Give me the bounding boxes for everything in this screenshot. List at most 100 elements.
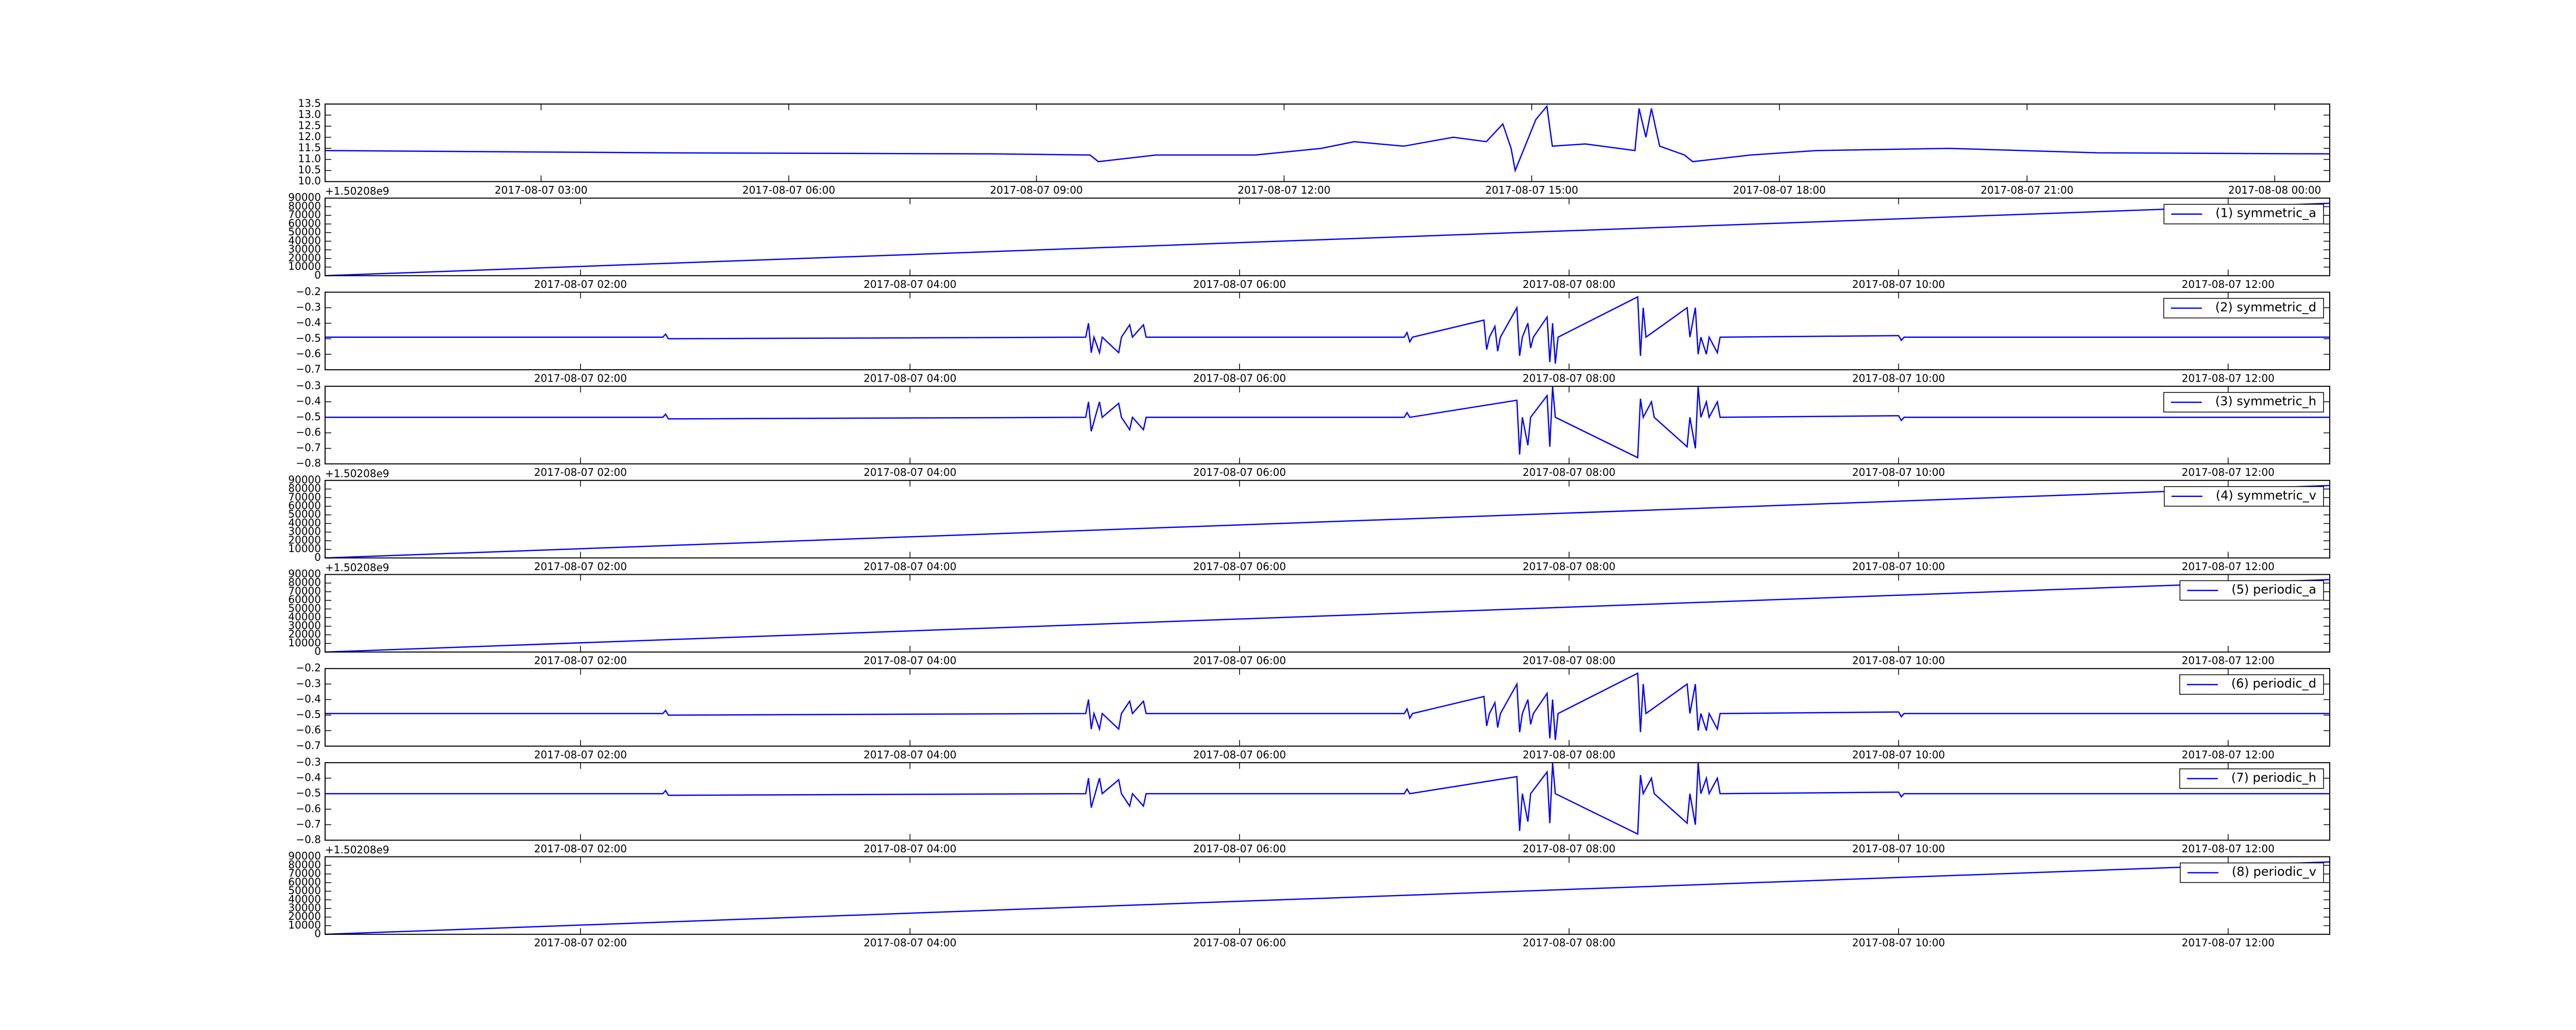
y-tick-label: 70000 [288,209,321,221]
axes-frame [325,856,2330,935]
y-tick-label: −0.4 [296,693,321,705]
x-tick-label: 2017-08-07 08:00 [1522,466,1615,478]
y-tick-label: 10.0 [298,175,321,187]
data-line [325,762,2330,835]
y-tick-label: −0.5 [296,787,321,799]
x-tick-label: 2017-08-07 06:00 [1193,560,1286,573]
x-tick-label: 2017-08-07 12:00 [2182,937,2275,949]
y-tick-label: 90000 [288,191,321,203]
y-tick-label: 20000 [288,910,321,922]
y-tick-label: 0 [314,928,321,940]
y-tick-label: −0.6 [296,724,321,736]
y-tick-label: 80000 [288,482,321,494]
y-tick-label: 30000 [288,243,321,255]
axes-background [325,668,2330,746]
x-tick-label: 2017-08-07 04:00 [863,560,956,573]
axes-frame [325,197,2330,277]
y-tick-label: −0.4 [296,395,321,407]
x-tick-label: 2017-08-07 09:00 [990,184,1083,196]
x-tick-label: 2017-08-07 06:00 [1193,278,1286,290]
y-tick-label: 11.0 [298,152,321,165]
x-tick-label: 2017-08-07 10:00 [1852,843,1945,855]
y-tick-label: 30000 [288,619,321,631]
y-tick-label: −0.5 [296,410,321,423]
x-tick-label: 2017-08-07 12:00 [2182,560,2275,573]
data-line [325,485,2330,559]
x-tick-label: 2017-08-08 00:00 [2228,184,2321,196]
axes-frame [325,479,2330,559]
data-line [325,672,2330,740]
y-tick-label: −0.7 [296,739,321,751]
y-tick-label: −0.8 [296,833,321,846]
y-tick-label: −0.8 [296,457,321,469]
axes-frame [325,104,2330,182]
x-tick-label: 2017-08-07 10:00 [1852,560,1945,573]
x-tick-label: 2017-08-07 04:00 [863,655,956,667]
legend-label: (4) symmetric_v [2216,488,2316,503]
y-tick-label: 20000 [288,251,321,264]
y-offset-label: +1.50208e9 [325,561,389,574]
x-tick-label: 2017-08-07 04:00 [863,843,956,855]
x-tick-label: 2017-08-07 08:00 [1522,655,1615,667]
y-tick-label: 60000 [288,593,321,606]
x-tick-label: 2017-08-07 10:00 [1852,937,1945,949]
y-tick-label: −0.5 [296,708,321,720]
y-tick-label: 80000 [288,859,321,871]
axes-background [325,480,2330,558]
y-tick-label: 60000 [288,876,321,888]
y-tick-label: 90000 [288,568,321,580]
axes-background [325,762,2330,840]
legend-label: (1) symmetric_a [2215,206,2316,220]
y-tick-label: −0.7 [296,363,321,375]
x-tick-label: 2017-08-07 10:00 [1852,655,1945,667]
x-tick-label: 2017-08-07 02:00 [534,466,627,478]
axes-background [325,386,2330,464]
axes-frame [325,668,2330,747]
y-offset-label: +1.50208e9 [325,467,389,479]
x-tick-label: 2017-08-07 08:00 [1522,748,1615,761]
x-tick-label: 2017-08-07 06:00 [1193,937,1286,949]
x-tick-label: 2017-08-07 08:00 [1522,843,1615,855]
x-tick-label: 2017-08-07 04:00 [863,372,956,385]
x-tick-label: 2017-08-07 08:00 [1522,560,1615,573]
y-tick-label: 70000 [288,491,321,503]
y-tick-label: 90000 [288,850,321,862]
y-tick-label: −0.5 [296,332,321,344]
x-tick-label: 2017-08-07 21:00 [1980,184,2073,196]
y-tick-label: −0.7 [296,441,321,454]
y-tick-label: −0.3 [296,677,321,690]
axes-frame [325,574,2330,653]
data-line [325,861,2330,935]
axes-background [325,104,2330,182]
x-tick-label: 2017-08-07 10:00 [1852,748,1945,761]
y-tick-label: 13.0 [298,108,321,121]
x-tick-label: 2017-08-07 12:00 [2182,372,2275,385]
y-tick-label: −0.3 [296,756,321,768]
y-tick-label: 10.5 [298,164,321,176]
y-tick-label: 0 [314,645,321,658]
x-tick-label: 2017-08-07 02:00 [534,560,627,573]
y-tick-label: −0.6 [296,802,321,815]
y-offset-label: +1.50208e9 [325,844,389,856]
x-tick-label: 2017-08-07 08:00 [1522,937,1615,949]
x-tick-label: 2017-08-07 12:00 [2182,843,2275,855]
legend-label: (8) periodic_v [2232,865,2316,879]
y-tick-label: 40000 [288,234,321,247]
x-tick-label: 2017-08-07 15:00 [1485,184,1578,196]
axes-frame [325,762,2330,841]
x-tick-label: 2017-08-07 02:00 [534,655,627,667]
legend-label: (3) symmetric_h [2215,394,2316,408]
y-tick-label: −0.6 [296,426,321,438]
y-tick-label: 12.5 [298,119,321,132]
y-tick-label: −0.4 [296,316,321,329]
x-tick-label: 2017-08-07 10:00 [1852,372,1945,385]
y-tick-label: 12.0 [298,130,321,143]
y-tick-label: 10000 [288,260,321,272]
y-tick-label: −0.2 [296,662,321,674]
y-tick-label: −0.2 [296,285,321,298]
x-tick-label: 2017-08-07 12:00 [2182,278,2275,290]
data-line [325,105,2330,173]
x-tick-label: 2017-08-07 10:00 [1852,278,1945,290]
